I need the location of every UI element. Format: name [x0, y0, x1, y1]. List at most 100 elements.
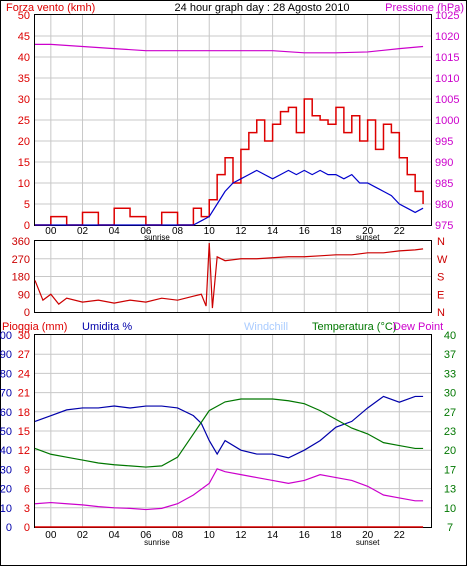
wind-tick-label: 35	[18, 73, 30, 85]
rain-tick-label: 15	[18, 426, 30, 438]
x-tick-label: 08	[172, 530, 184, 541]
x-tick-label: 08	[172, 226, 184, 237]
pressure-tick-label: 985	[435, 178, 453, 190]
temperature-tick-label: 30	[444, 388, 456, 400]
rain-tick-label: 24	[18, 368, 30, 380]
pressure-tick-label: 1015	[435, 52, 459, 64]
x-tick-label: 12	[235, 530, 247, 541]
direction-tick-label: 90	[18, 289, 30, 301]
wind-tick-label: 40	[18, 52, 30, 64]
x-tick-label: 04	[109, 226, 121, 237]
direction-compass-label: N	[437, 236, 445, 248]
x-tick-label: 14	[267, 530, 279, 541]
pressure-tick-label: 990	[435, 157, 453, 169]
temperature-tick-label: 13	[444, 484, 456, 496]
x-tick-label: 20	[362, 530, 374, 541]
x-tick-label: 00	[45, 530, 57, 541]
wind-tick-label: 50	[18, 10, 30, 22]
sunset-label: sunset	[356, 538, 380, 547]
temperature-tick-label: 23	[444, 426, 456, 438]
temperature-tick-label: 7	[447, 522, 453, 534]
temperature-tick-label: 20	[444, 445, 456, 457]
direction-tick-label: 0	[24, 307, 30, 319]
x-tick-label: 16	[299, 530, 311, 541]
temperature-tick-label: 27	[444, 407, 456, 419]
wind-tick-label: 0	[24, 220, 30, 232]
x-tick-label: 14	[267, 226, 279, 237]
dewpoint-label: Dew Point	[393, 321, 443, 333]
chart-title: 24 hour graph day : 28 Agosto 2010	[175, 2, 350, 14]
x-tick-label: 18	[330, 530, 342, 541]
humidity-axis-title: Umidita %	[82, 321, 132, 333]
x-tick-label: 22	[394, 530, 406, 541]
direction-compass-label: N	[437, 307, 445, 319]
temperature-tick-label: 33	[444, 368, 456, 380]
humidity-tick-label: 40	[0, 445, 12, 457]
wind-tick-label: 15	[18, 157, 30, 169]
x-tick-label: 04	[109, 530, 121, 541]
x-tick-label: 06	[140, 226, 152, 237]
temperature-tick-label: 17	[444, 464, 456, 476]
temperature-tick-label: 10	[444, 503, 456, 515]
temperature-tick-label: 40	[444, 330, 456, 342]
temperature-tick-label: 37	[444, 349, 456, 361]
pressure-tick-label: 980	[435, 199, 453, 211]
grid-layer	[35, 15, 431, 527]
rain-tick-label: 0	[24, 522, 30, 534]
windchill-label: Windchill	[244, 321, 288, 333]
x-tick-label: 02	[77, 226, 89, 237]
humidity-tick-label: 0	[6, 522, 12, 534]
wind-tick-label: 45	[18, 31, 30, 43]
temperature-axis-title: Temperatura (°C)	[312, 321, 396, 333]
pressure-tick-label: 1010	[435, 73, 459, 85]
x-tick-label: 12	[235, 226, 247, 237]
humidity-tick-label: 30	[0, 464, 12, 476]
x-tick-label: 16	[299, 226, 311, 237]
x-tick-label: 02	[77, 530, 89, 541]
pressure-tick-label: 1005	[435, 94, 459, 106]
x-tick-label: 10	[204, 226, 216, 237]
humidity-tick-label: 70	[0, 388, 12, 400]
direction-tick-label: 270	[12, 254, 30, 266]
x-tick-label: 06	[140, 530, 152, 541]
direction-tick-label: 180	[12, 272, 30, 284]
x-tick-label: 18	[330, 226, 342, 237]
humidity-tick-label: 100	[0, 330, 12, 342]
rain-tick-label: 3	[24, 503, 30, 515]
pressure-series	[35, 43, 424, 54]
pressure-axis-title: Pressione (hPa)	[385, 2, 464, 14]
rain-tick-label: 21	[18, 388, 30, 400]
pressure-tick-label: 975	[435, 220, 453, 232]
temperature-series	[34, 398, 424, 468]
sunrise-label: sunrise	[144, 233, 170, 242]
rain-tick-label: 12	[18, 445, 30, 457]
pressure-tick-label: 1000	[435, 115, 459, 127]
x-tick-label: 10	[204, 530, 216, 541]
rain-tick-label: 18	[18, 407, 30, 419]
gust-series	[35, 169, 424, 226]
humidity-tick-label: 60	[0, 407, 12, 419]
rain-tick-label: 6	[24, 484, 30, 496]
sunset-label: sunset	[356, 233, 380, 242]
humidity-tick-label: 90	[0, 349, 12, 361]
wind-series	[35, 98, 424, 226]
sunrise-label: sunrise	[144, 538, 170, 547]
dewpoint-series	[34, 468, 424, 511]
wind-tick-label: 25	[18, 115, 30, 127]
direction-compass-label: E	[437, 289, 444, 301]
wind-tick-label: 30	[18, 94, 30, 106]
wind-tick-label: 20	[18, 136, 30, 148]
ticks-layer: 0000020204040606080810101212141416161818…	[0, 10, 459, 547]
wind-tick-label: 10	[18, 178, 30, 190]
humidity-tick-label: 80	[0, 368, 12, 380]
humidity-tick-label: 10	[0, 503, 12, 515]
direction-series	[34, 242, 424, 309]
direction-compass-label: W	[437, 254, 448, 266]
x-tick-label: 00	[45, 226, 57, 237]
humidity-series	[34, 395, 424, 459]
pressure-tick-label: 995	[435, 136, 453, 148]
rain-tick-label: 27	[18, 349, 30, 361]
x-tick-label: 20	[362, 226, 374, 237]
rain-axis-title: Pioggia (mm)	[2, 321, 67, 333]
